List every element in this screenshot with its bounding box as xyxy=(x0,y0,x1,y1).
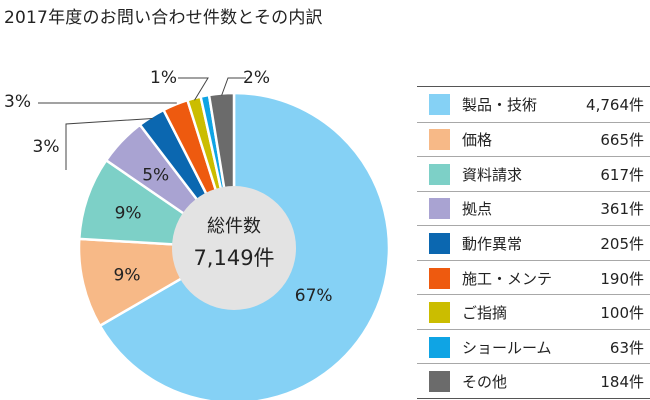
legend-count: 617件 xyxy=(600,165,644,184)
percent-label: 67% xyxy=(295,286,333,306)
percent-label: 1% xyxy=(150,68,177,88)
leader-line xyxy=(178,77,209,101)
legend-swatch xyxy=(429,163,450,185)
legend-swatch xyxy=(429,129,450,151)
legend-swatch xyxy=(429,371,450,393)
legend-item: ショールーム 63件 xyxy=(417,328,650,365)
center-total-caption: 総件数 xyxy=(207,216,261,237)
percent-label: 2% xyxy=(243,68,270,88)
legend-count: 205件 xyxy=(600,234,644,253)
percent-label: 3% xyxy=(4,92,31,112)
legend-label: 製品・技術 xyxy=(462,95,538,114)
legend-label: 拠点 xyxy=(462,200,493,219)
legend: 製品・技術 4,764件価格 665件資料請求 617件拠点 361件動作異常 205件施… xyxy=(417,86,650,399)
leader-lines xyxy=(38,77,246,170)
legend-swatch xyxy=(429,302,450,324)
percent-labels: 67%9%9%5%3%3%1% 2% xyxy=(4,68,333,306)
legend-swatch xyxy=(429,93,450,115)
percent-label: 5% xyxy=(142,166,169,186)
leader-line xyxy=(221,77,246,96)
legend-swatch xyxy=(429,198,450,220)
leader-line xyxy=(65,118,153,170)
percent-label: 9% xyxy=(114,265,141,285)
center-total-value: 7,149件 xyxy=(193,246,274,270)
legend-count: 184件 xyxy=(600,373,644,392)
chart-title: 2017年度のお問い合わせ件数とその内訳 xyxy=(4,8,323,28)
pie-chart: 総件数 7,149件 67%9%9%5%3%3%1% 2% xyxy=(4,68,391,400)
legend-item: その他 184件 xyxy=(417,363,650,399)
legend-label: 資料請求 xyxy=(462,165,523,184)
percent-label: 9% xyxy=(115,204,142,224)
legend-count: 4,764件 xyxy=(586,95,644,114)
legend-label: 動作異常 xyxy=(462,234,523,253)
legend-label: 価格 xyxy=(462,131,493,150)
legend-count: 190件 xyxy=(600,269,644,288)
center-disc xyxy=(172,186,296,310)
legend-count: 100件 xyxy=(600,304,644,323)
legend-count: 361件 xyxy=(600,200,644,219)
legend-item: 資料請求 617件 xyxy=(417,156,650,192)
legend-label: ショールーム xyxy=(462,338,552,357)
legend-label: ご指摘 xyxy=(462,304,508,323)
legend-item: 施工・メンテ 190件 xyxy=(417,259,650,296)
legend-item: 動作異常 205件 xyxy=(417,225,650,261)
percent-label: 3% xyxy=(33,137,60,157)
legend-swatch xyxy=(429,267,450,289)
legend-label: その他 xyxy=(462,373,508,392)
legend-item: 価格 665件 xyxy=(417,121,650,158)
legend-count: 63件 xyxy=(609,338,644,357)
legend-item: ご指摘 100件 xyxy=(417,294,650,330)
legend-count: 665件 xyxy=(600,131,644,150)
legend-swatch xyxy=(429,336,450,358)
legend-item: 拠点 361件 xyxy=(417,190,650,227)
legend-swatch xyxy=(429,232,450,254)
legend-item: 製品・技術 4,764件 xyxy=(417,87,650,122)
legend-label: 施工・メンテ xyxy=(462,269,553,288)
